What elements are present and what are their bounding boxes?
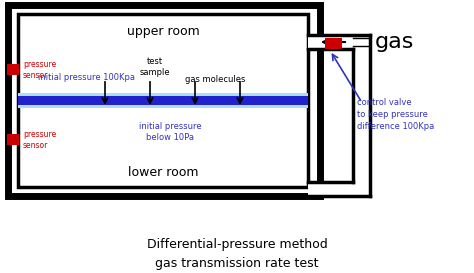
Bar <box>353 49 370 182</box>
Bar <box>18 96 308 105</box>
Text: gas: gas <box>375 32 414 52</box>
Bar <box>18 14 308 187</box>
Text: lower room: lower room <box>128 166 198 179</box>
Bar <box>325 38 342 49</box>
Bar <box>7 64 19 75</box>
Text: pressure
sensor: pressure sensor <box>23 60 56 80</box>
Text: control valve
to keep pressure
difference 100Kpa: control valve to keep pressure differenc… <box>357 98 434 130</box>
Bar <box>18 93 308 108</box>
Text: pressure
sensor: pressure sensor <box>23 130 56 150</box>
Bar <box>7 134 19 145</box>
Text: upper room: upper room <box>127 25 200 38</box>
Bar <box>308 182 370 196</box>
Bar <box>8 5 320 196</box>
Text: Differential-pressure method
gas transmission rate test: Differential-pressure method gas transmi… <box>146 238 328 270</box>
Text: gas molecules: gas molecules <box>185 76 245 84</box>
Bar <box>308 35 370 49</box>
Text: initial pressure 100Kpa: initial pressure 100Kpa <box>38 73 135 82</box>
Text: test
sample: test sample <box>140 57 170 77</box>
Text: initial pressure
below 10Pa: initial pressure below 10Pa <box>139 122 201 142</box>
